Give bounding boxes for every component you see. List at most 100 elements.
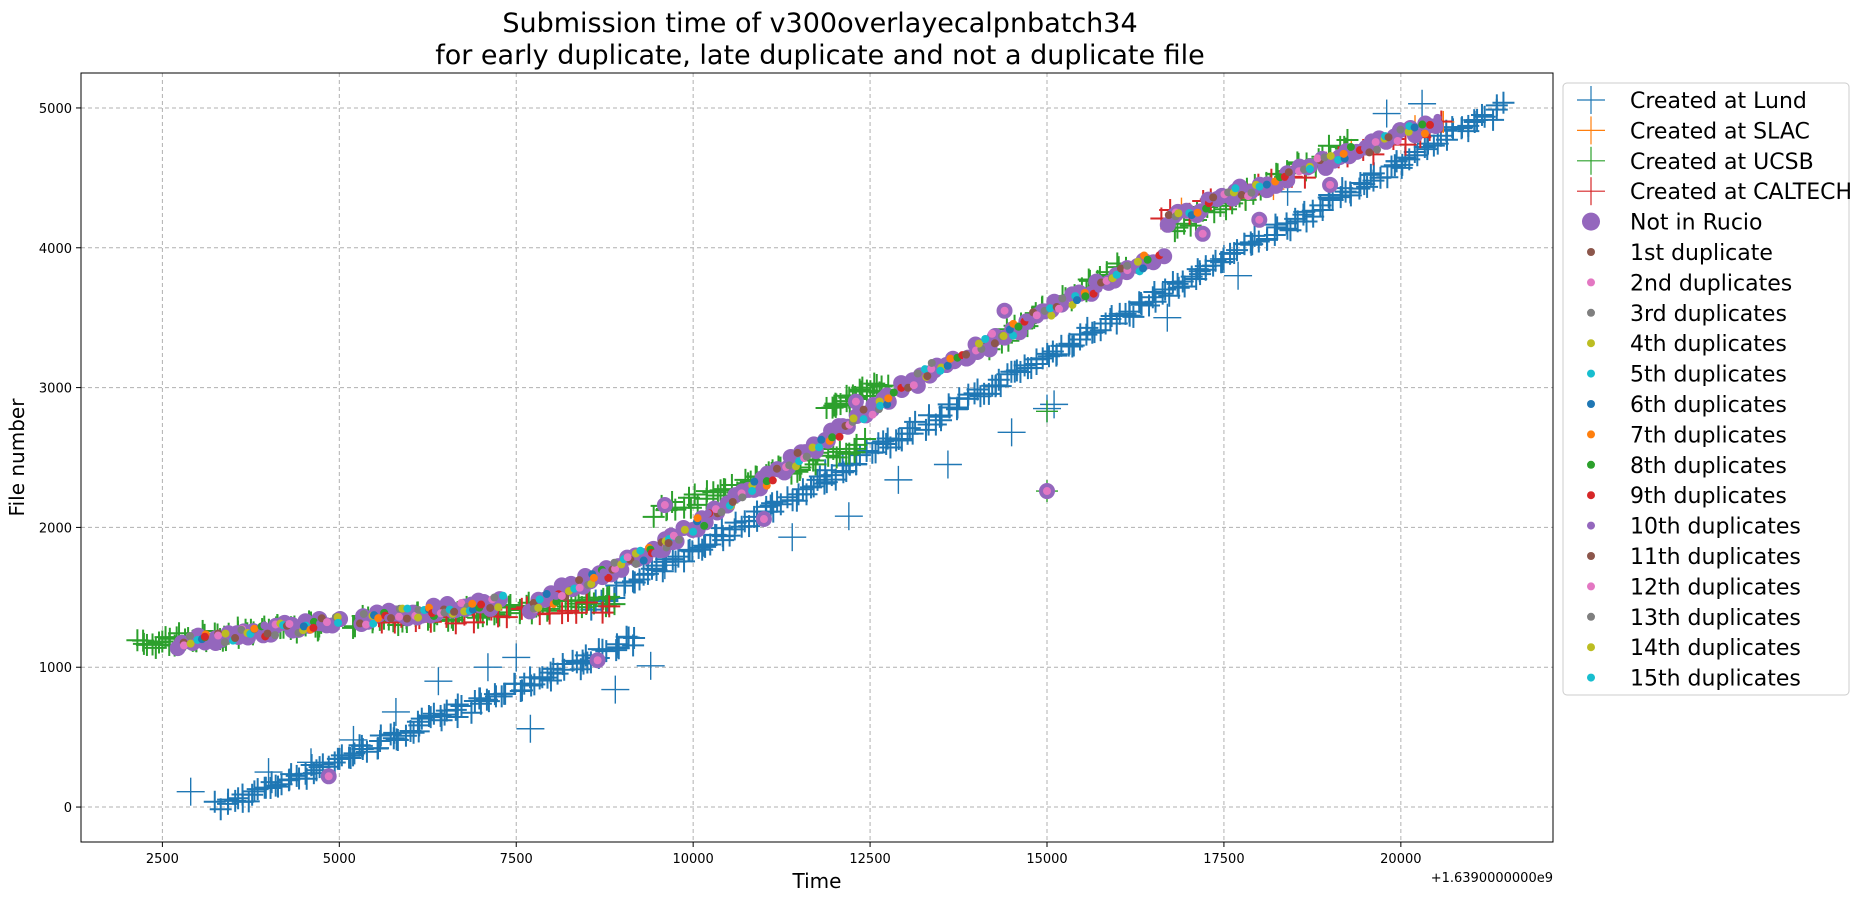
point-duplicate — [1224, 188, 1233, 197]
point-created-at-lund — [297, 748, 325, 777]
point-duplicate — [395, 612, 404, 621]
x-axis-label: Time — [792, 869, 842, 893]
point-created-at-lund — [1167, 276, 1190, 299]
point-created-at-lund — [766, 490, 789, 513]
y-tick-label: 0 — [64, 801, 72, 816]
point-duplicate — [851, 397, 860, 406]
point-duplicate — [680, 525, 689, 534]
legend-marker — [1587, 643, 1595, 652]
point-duplicate — [231, 634, 240, 643]
legend-entry: Not in Rucio — [1582, 211, 1763, 236]
point-duplicate — [250, 624, 259, 633]
point-created-at-lund — [1083, 321, 1106, 344]
point-duplicate — [369, 619, 378, 628]
point-created-at-lund — [651, 560, 674, 583]
legend-marker — [1587, 521, 1595, 530]
legend-marker — [1587, 308, 1595, 317]
legend-marker — [1587, 673, 1595, 682]
point-duplicate — [534, 603, 543, 612]
point-created-at-lund — [898, 417, 921, 440]
legend-marker — [1587, 460, 1595, 469]
point-created-at-lund — [628, 568, 651, 591]
legend-entry: 9th duplicates — [1587, 484, 1787, 509]
point-created-at-lund — [176, 777, 205, 806]
point-duplicate — [214, 631, 223, 640]
grid — [81, 73, 1553, 842]
point-created-at-lund — [693, 534, 716, 557]
point-duplicate — [494, 603, 503, 612]
chart-title: Submission time of v300overlayecalpnbatc… — [435, 8, 1205, 71]
point-duplicate — [876, 401, 885, 410]
x-tick-label: 15000 — [1026, 852, 1067, 867]
point-created-at-lund — [623, 626, 646, 649]
point-duplicate — [768, 476, 777, 485]
point-duplicate — [263, 629, 272, 638]
point-created-at-lund — [1223, 242, 1246, 265]
point-duplicate — [1284, 168, 1293, 177]
point-created-at-lund — [406, 710, 429, 733]
y-tick-label: 5000 — [39, 102, 72, 117]
point-duplicate — [1058, 294, 1067, 303]
point-duplicate — [575, 576, 584, 585]
point-duplicate — [1123, 261, 1132, 270]
point-created-at-lund — [1105, 312, 1128, 335]
point-duplicate — [793, 448, 802, 457]
point-duplicate — [1054, 304, 1063, 313]
point-duplicate — [651, 549, 660, 558]
point-created-at-caltech — [495, 606, 518, 629]
point-duplicate — [1255, 182, 1264, 191]
legend-label: 14th duplicates — [1630, 636, 1801, 661]
legend-marker — [1587, 400, 1595, 408]
legend-label: Created at UCSB — [1630, 150, 1814, 175]
point-duplicate — [1410, 123, 1419, 132]
legend-marker — [1587, 369, 1595, 378]
point-duplicate — [362, 620, 371, 629]
point-duplicate — [589, 573, 598, 582]
point-duplicate — [386, 614, 395, 623]
legend-label: 4th duplicates — [1630, 332, 1787, 357]
point-duplicate — [324, 772, 333, 781]
point-duplicate — [220, 638, 229, 647]
legend-marker — [1587, 552, 1595, 560]
point-created-at-lund — [1408, 89, 1437, 118]
point-duplicate — [1158, 248, 1167, 257]
point-duplicate — [1326, 151, 1335, 160]
y-tick-label: 1000 — [39, 661, 72, 676]
point-duplicate — [889, 388, 898, 397]
legend-marker — [1587, 430, 1595, 439]
x-tick-label: 5000 — [323, 852, 356, 867]
point-duplicate — [631, 559, 640, 568]
legend-marker — [1587, 339, 1595, 348]
point-duplicate — [1094, 284, 1103, 293]
point-duplicate — [859, 415, 868, 424]
legend-label: Created at SLAC — [1630, 119, 1810, 144]
x-tick-label: 20000 — [1380, 852, 1421, 867]
point-created-at-lund — [946, 396, 969, 419]
point-duplicate — [1313, 154, 1322, 163]
point-duplicate — [868, 410, 877, 419]
point-created-at-lund — [382, 727, 405, 750]
legend-entry: 11th duplicates — [1587, 545, 1801, 570]
point-duplicate — [1174, 209, 1183, 218]
point-duplicate — [1014, 322, 1023, 331]
point-duplicate — [927, 358, 936, 367]
point-duplicate — [1139, 264, 1148, 273]
point-duplicate — [689, 527, 698, 536]
point-duplicate — [1262, 180, 1271, 189]
point-duplicate — [1339, 149, 1348, 158]
point-created-at-lund — [607, 637, 630, 660]
point-duplicate — [499, 591, 508, 600]
point-duplicate — [883, 400, 892, 409]
point-duplicate — [943, 361, 952, 370]
legend-label: 8th duplicates — [1630, 454, 1787, 479]
point-created-at-lund — [446, 693, 469, 716]
point-duplicate — [1237, 191, 1246, 200]
point-duplicate — [359, 609, 368, 618]
y-tick-label: 2000 — [39, 521, 72, 536]
legend: Created at Lund Created at SLAC Created at… — [1562, 82, 1852, 696]
point-created-at-lund — [884, 465, 913, 494]
point-duplicate — [1198, 229, 1207, 238]
point-created-at-lund — [1451, 116, 1474, 139]
point-duplicate — [762, 477, 771, 486]
